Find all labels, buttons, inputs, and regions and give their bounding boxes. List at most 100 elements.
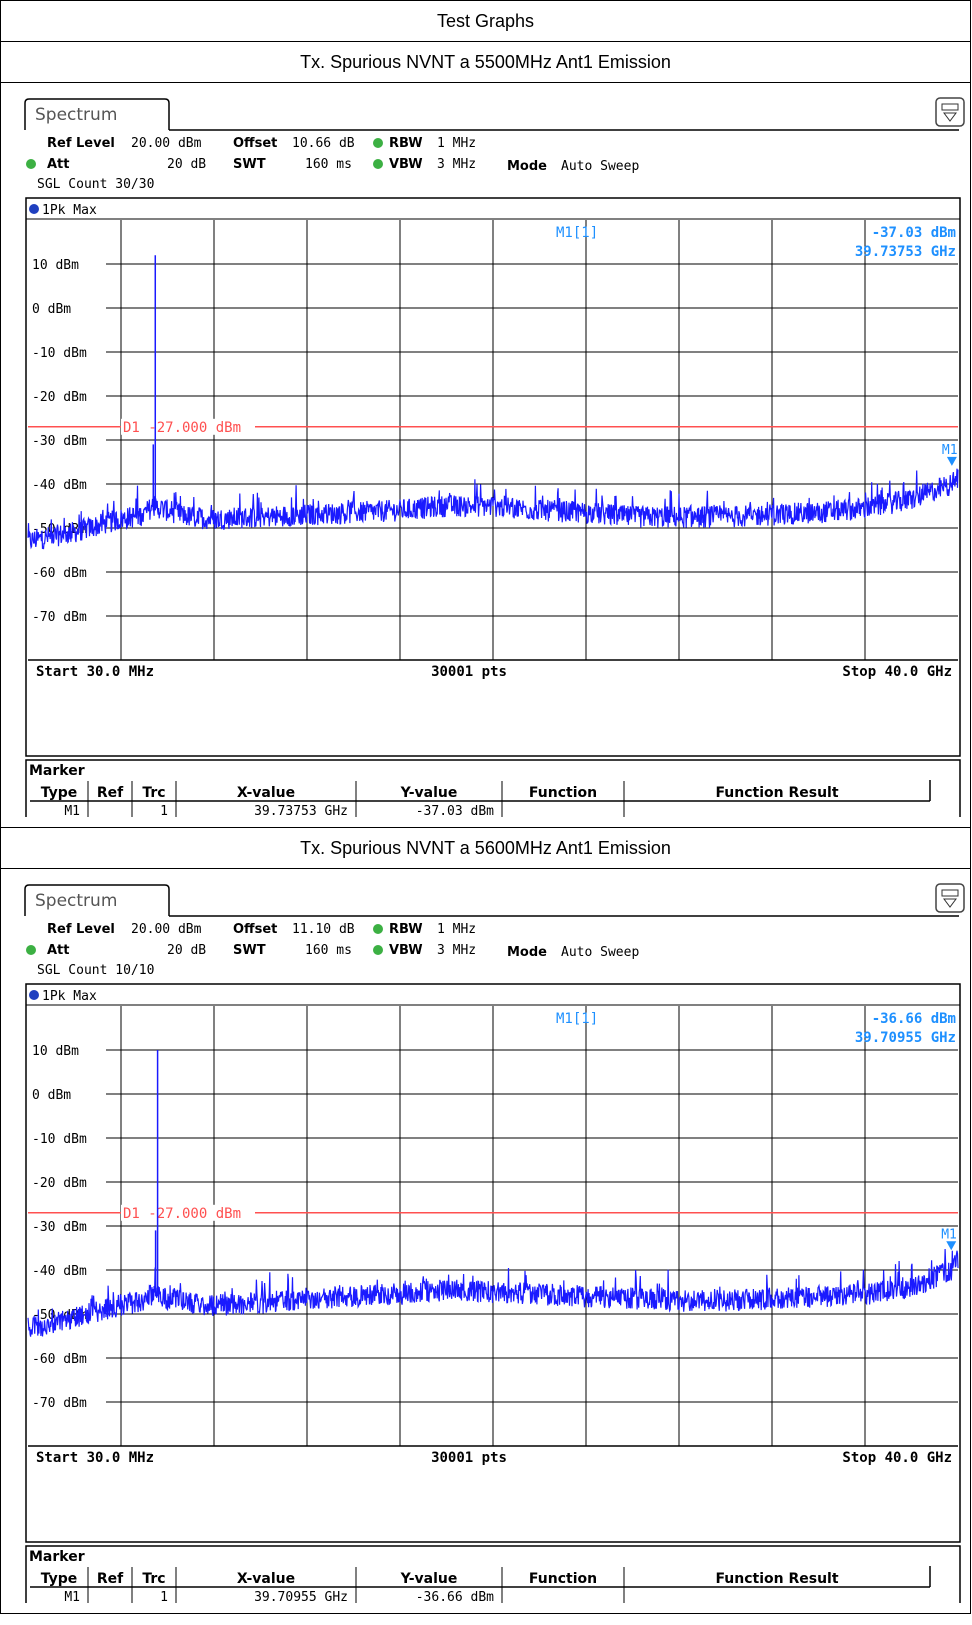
trace-label: 1Pk Max (42, 989, 97, 1004)
sgl-count: SGL Count 30/30 (37, 177, 154, 192)
att-status-led (26, 945, 36, 955)
vbw-value: 3 MHz (437, 943, 476, 958)
y-tick-label: -70 dBm (32, 1396, 87, 1411)
sweep-points: 30001 pts (431, 1450, 507, 1466)
marker-table-cell: 39.73753 GHz (254, 804, 348, 817)
offset-label: Offset (233, 922, 277, 937)
marker-table-header: Type (41, 1571, 78, 1587)
att-value: 20 dB (167, 157, 206, 172)
y-tick-label: 10 dBm (32, 1044, 79, 1059)
y-tick-label: 0 dBm (32, 302, 71, 317)
trace-indicator-led (29, 990, 39, 1000)
vbw-status-led (373, 159, 383, 169)
y-tick-label: -40 dBm (32, 1264, 87, 1279)
trace-label: 1Pk Max (42, 203, 97, 218)
window-menu-icon[interactable] (935, 883, 965, 913)
rbw-status-led (373, 924, 383, 934)
window-menu-icon-arrow (943, 898, 957, 908)
y-tick-label: -20 dBm (32, 390, 87, 405)
marker-triangle (946, 456, 957, 466)
marker-flag: M1 (942, 443, 958, 458)
marker-table-header: Function (529, 785, 597, 801)
tab-label[interactable]: Spectrum (35, 105, 117, 125)
att-value: 20 dB (167, 943, 206, 958)
trace-line (27, 1248, 959, 1337)
start-frequency: Start 30.0 MHz (36, 664, 154, 680)
grid (28, 220, 958, 661)
limit-label: D1 -27.000 dBm (123, 420, 241, 436)
att-status-led (26, 159, 36, 169)
marker-level: -36.66 dBm (872, 1011, 956, 1027)
marker-table-frame (25, 1545, 961, 1603)
marker-table-title: Marker (29, 763, 85, 779)
stop-frequency: Stop 40.0 GHz (842, 664, 952, 680)
tab-spectrum (24, 98, 170, 130)
rbw-label: RBW (389, 136, 423, 151)
offset-label: Offset (233, 136, 277, 151)
start-frequency: Start 30.0 MHz (36, 1450, 154, 1466)
tab-label[interactable]: Spectrum (35, 891, 117, 911)
tab-spectrum (24, 884, 170, 916)
y-tick-label: -20 dBm (32, 1176, 87, 1191)
marker-frequency: 39.73753 GHz (855, 244, 956, 260)
y-tick-label: -60 dBm (32, 566, 87, 581)
sweep-points: 30001 pts (431, 664, 507, 680)
vbw-value: 3 MHz (437, 157, 476, 172)
window-menu-icon[interactable] (935, 97, 965, 127)
rbw-status-led (373, 138, 383, 148)
offset-value: 11.10 dB (292, 922, 355, 937)
spectrum-screenshot-2: Spectrum Ref Level 20.00 dBm Offset 11.10 dB… (19, 883, 967, 1603)
vbw-status-led (373, 945, 383, 955)
marker-table-header: Function Result (715, 785, 838, 801)
y-tick-label: -40 dBm (32, 478, 87, 493)
ref-level-label: Ref Level (47, 136, 115, 151)
marker-table-cell: -37.03 dBm (416, 804, 494, 817)
limit-label-bg (121, 418, 255, 435)
marker-table-cell: M1 (64, 804, 80, 817)
marker-table-frame (25, 759, 961, 817)
marker-table-header: Trc (142, 1571, 165, 1587)
swt-label: SWT (233, 943, 266, 958)
marker-table-cell: 1 (160, 804, 168, 817)
marker-table-title: Marker (29, 1549, 85, 1565)
marker-table-header: Y-value (400, 785, 458, 801)
marker-table-header: Function (529, 1571, 597, 1587)
marker-table-header: X-value (237, 1571, 295, 1587)
vbw-label: VBW (389, 157, 423, 172)
marker-table-cell: 1 (160, 1590, 168, 1603)
offset-value: 10.66 dB (292, 136, 355, 151)
sgl-count: SGL Count 10/10 (37, 963, 154, 978)
ref-level-value: 20.00 dBm (131, 136, 202, 151)
window-menu-icon-bar (941, 889, 959, 897)
marker-table-header: Ref (97, 785, 124, 801)
marker-triangle (946, 1241, 957, 1251)
trace-line (27, 468, 959, 550)
rbw-value: 1 MHz (437, 922, 476, 937)
marker-table-header: Trc (142, 785, 165, 801)
limit-label-bg (121, 1204, 255, 1221)
y-tick-label: -30 dBm (32, 434, 87, 449)
marker-table-header: Function Result (715, 1571, 838, 1587)
marker-name: M1[1] (556, 225, 598, 241)
marker-flag: M1 (941, 1227, 957, 1242)
y-tick-label: 10 dBm (32, 258, 79, 273)
y-tick-label: -60 dBm (32, 1352, 87, 1367)
grid (28, 1006, 958, 1447)
y-tick-label: -10 dBm (32, 346, 87, 361)
rbw-label: RBW (389, 922, 423, 937)
spectrum-window-1: Spectrum Ref Level 20.00 dBm Offset 10.66 dB… (19, 97, 967, 817)
mode-value: Auto Sweep (561, 159, 639, 174)
marker-table-header: Ref (97, 1571, 124, 1587)
marker-name: M1[1] (556, 1011, 598, 1027)
y-tick-label: -30 dBm (32, 1220, 87, 1235)
section-2-caption: Tx. Spurious NVNT a 5600MHz Ant1 Emissio… (0, 827, 971, 869)
table-heading: Test Graphs (0, 0, 971, 42)
ref-level-label: Ref Level (47, 922, 115, 937)
marker-frequency: 39.70955 GHz (855, 1030, 956, 1046)
att-label: Att (47, 157, 70, 172)
trace-indicator-led (29, 204, 39, 214)
window-menu-icon-bar (941, 103, 959, 111)
rbw-value: 1 MHz (437, 136, 476, 151)
window-menu-icon-arrow (943, 112, 957, 122)
y-tick-label: 0 dBm (32, 1088, 71, 1103)
